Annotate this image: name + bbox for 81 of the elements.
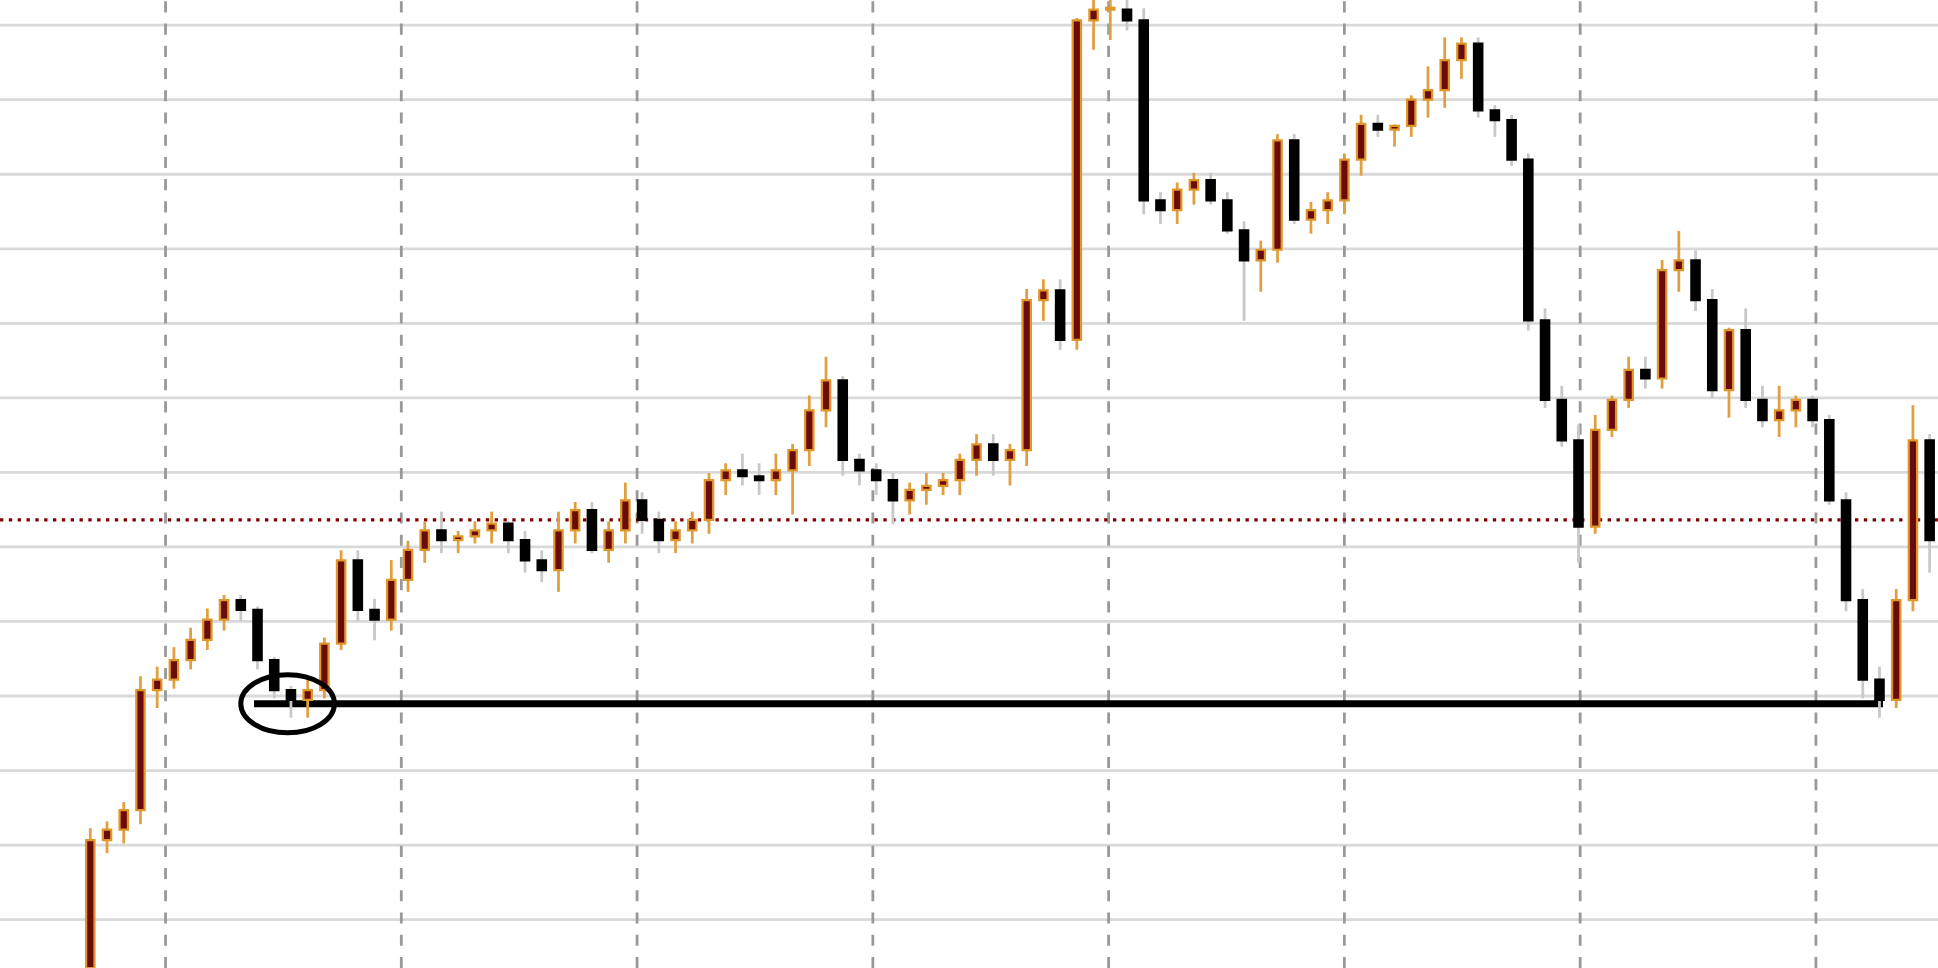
candlestick bbox=[1004, 443, 1016, 486]
candlestick bbox=[1389, 124, 1400, 147]
candlestick bbox=[1439, 37, 1451, 108]
candlestick bbox=[419, 521, 431, 563]
candlestick bbox=[670, 521, 681, 554]
candlestick bbox=[971, 434, 982, 476]
candlestick bbox=[1690, 250, 1701, 312]
candlestick bbox=[1372, 114, 1384, 137]
candlestick bbox=[804, 395, 815, 467]
candlestick bbox=[636, 492, 648, 534]
candlestick bbox=[620, 482, 631, 544]
candlestick bbox=[686, 511, 698, 544]
candlestick bbox=[1339, 153, 1350, 215]
candlestick bbox=[385, 560, 397, 631]
candlestick bbox=[787, 443, 798, 515]
candlestick bbox=[1121, 0, 1133, 31]
candlestick bbox=[703, 472, 715, 534]
candlestick bbox=[1405, 95, 1417, 137]
candlestick bbox=[553, 511, 564, 592]
candlestick bbox=[653, 511, 665, 554]
candlestick bbox=[1489, 105, 1501, 137]
candlestick bbox=[101, 821, 113, 854]
candlestick bbox=[519, 531, 531, 573]
candlestick bbox=[1088, 0, 1099, 50]
candlestick bbox=[870, 463, 882, 496]
candlestick bbox=[218, 594, 230, 631]
candlestick bbox=[118, 802, 130, 844]
candlestick bbox=[302, 676, 313, 718]
candlestick bbox=[402, 540, 414, 592]
candlestick bbox=[1155, 192, 1166, 225]
candlestick bbox=[469, 521, 481, 544]
candlestick bbox=[1238, 221, 1250, 321]
candlestick bbox=[319, 637, 330, 699]
candlestick bbox=[1205, 172, 1216, 205]
candlestick bbox=[1556, 385, 1568, 447]
candlestick bbox=[536, 550, 548, 583]
candlestick bbox=[770, 453, 782, 496]
candlestick bbox=[569, 501, 581, 544]
candlestick bbox=[820, 356, 832, 428]
candlestick bbox=[1422, 66, 1434, 118]
candlestick bbox=[1807, 395, 1818, 428]
candlestick bbox=[168, 647, 180, 689]
candlestick bbox=[1506, 114, 1517, 166]
candlestick bbox=[235, 594, 247, 621]
candlestick bbox=[1255, 240, 1267, 292]
candlestick bbox=[720, 463, 731, 496]
candlestick bbox=[586, 501, 598, 554]
candlestick bbox=[887, 472, 899, 525]
candlestick bbox=[954, 453, 966, 496]
candlestick bbox=[436, 511, 447, 554]
candlestick bbox=[937, 472, 949, 496]
candlestick bbox=[1456, 37, 1467, 79]
candlestick bbox=[737, 453, 748, 486]
candlestick bbox=[452, 531, 464, 554]
candlestick bbox=[854, 453, 865, 486]
candlestick bbox=[1773, 385, 1785, 437]
candlestick bbox=[1222, 192, 1233, 234]
candlestick bbox=[921, 472, 932, 505]
candlestick bbox=[603, 521, 614, 563]
candlestick bbox=[1105, 0, 1116, 41]
candlestick bbox=[1606, 395, 1618, 437]
candlestick bbox=[1305, 201, 1317, 234]
candlestick bbox=[753, 463, 765, 496]
candlestick bbox=[1171, 182, 1183, 225]
candlestick bbox=[1038, 279, 1049, 321]
candlestick bbox=[151, 666, 163, 709]
candlestick bbox=[987, 434, 999, 476]
candlestick bbox=[1188, 172, 1200, 205]
candlestick bbox=[185, 627, 196, 670]
candlestick bbox=[486, 511, 497, 544]
candlestick bbox=[1790, 395, 1802, 428]
candlestick bbox=[1640, 356, 1651, 389]
candlestick bbox=[1757, 385, 1768, 428]
candlestick bbox=[1322, 192, 1333, 225]
candlestick bbox=[1673, 230, 1685, 292]
candlestick bbox=[369, 598, 380, 641]
candlestick bbox=[1355, 114, 1367, 176]
candlestick bbox=[202, 608, 213, 650]
candlestick bbox=[503, 521, 514, 554]
candlestick bbox=[1623, 356, 1634, 408]
candlestick bbox=[904, 482, 915, 515]
